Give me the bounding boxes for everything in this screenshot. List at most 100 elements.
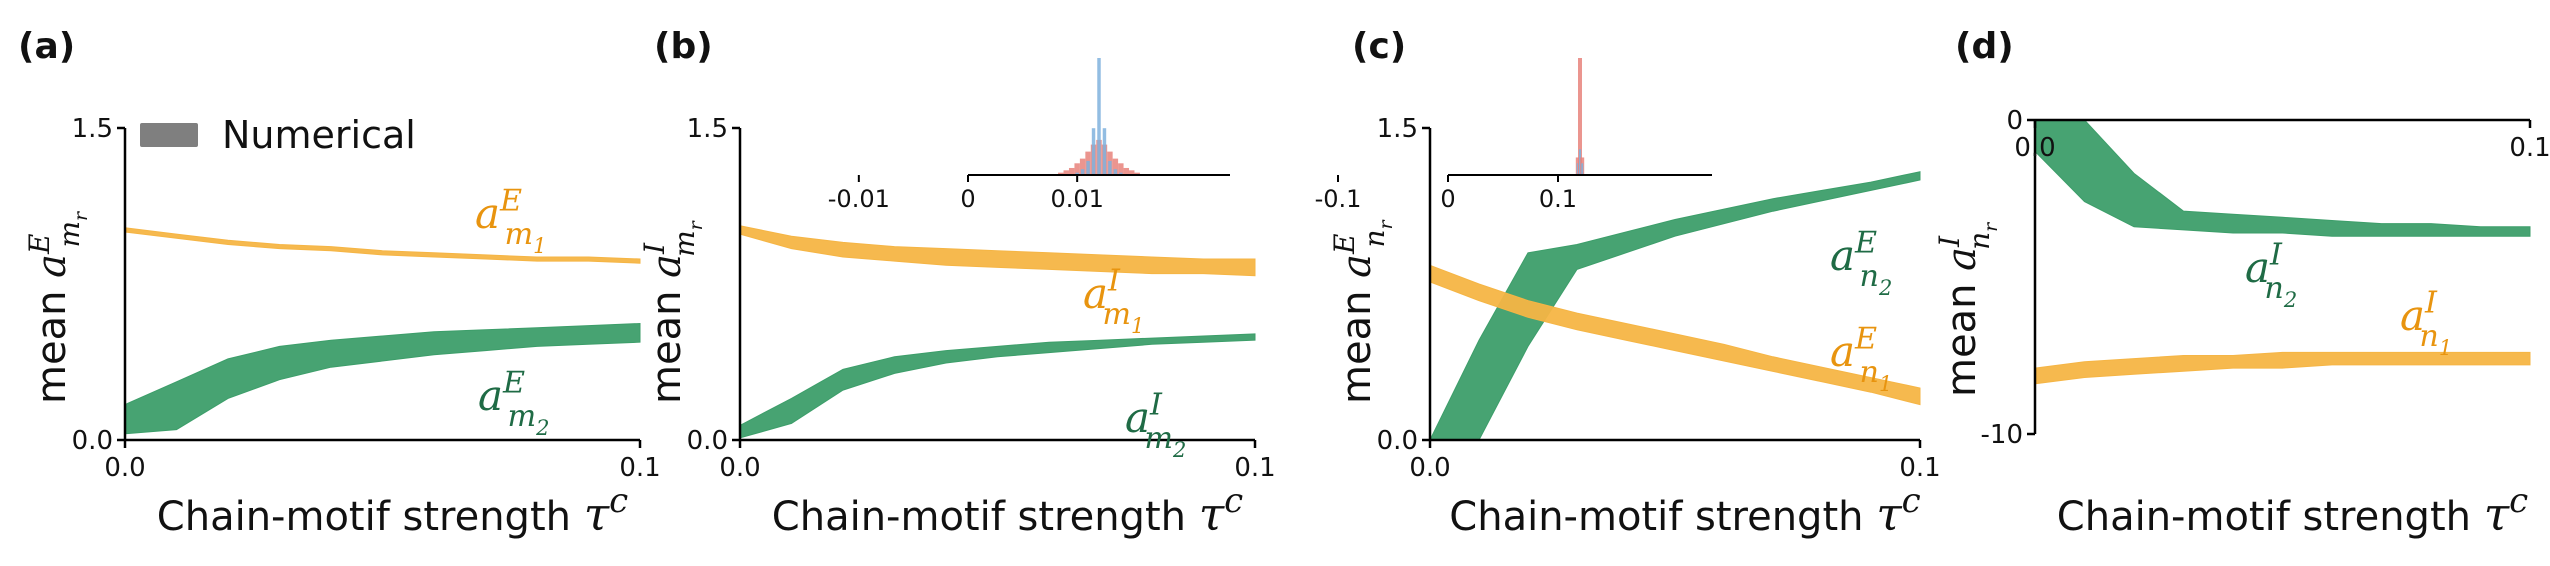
inset-bar-red <box>1118 163 1124 175</box>
y-axis-title-base: a <box>1334 254 1380 278</box>
y-axis-title: mean aInr <box>1933 221 2002 397</box>
annotation-a-n2-E-subsub: 2 <box>1878 276 1892 300</box>
annotation-a-m1-E: aE m1 <box>475 183 547 258</box>
band-a-n1-I <box>2034 351 2531 385</box>
x-axis-title-symbol: τ <box>584 487 611 541</box>
panel-d-label: (d) <box>1955 26 2014 67</box>
annotation-a-n2-I-subsub: 2 <box>2283 288 2297 312</box>
annotation-a-m2-I-sub: m <box>1144 421 1173 456</box>
inset-bar-blue <box>1576 163 1579 175</box>
y-axis-title-sub: n <box>1358 229 1391 247</box>
inset-bar-red <box>1112 158 1119 175</box>
annotation-a-m1-I-subsub: 1 <box>1131 314 1144 338</box>
y-axis-title-subsub: r <box>685 219 707 230</box>
x-axis-title-symbol: τ <box>1876 487 1903 541</box>
panel-b: (b) 0.0 0.1 0.0 1.5 Chain-motif strength τc m… <box>638 26 1276 541</box>
annotation-a-m2-E-subsub: 2 <box>535 416 549 440</box>
annotation-a-n1-E-subsub: 1 <box>1879 372 1892 396</box>
inset-x-tick-label: -0.1 <box>1315 185 1362 213</box>
inset-bar-red <box>1074 163 1080 175</box>
y-axis-title-sup: E <box>1328 234 1361 255</box>
annotation-a-n1-I: aI n1 <box>2400 285 2452 360</box>
annotation-a-n2-E: aE n2 <box>1830 225 1892 300</box>
annotation-a-m2-E-sup: E <box>502 365 525 400</box>
y-axis-title-sup: I <box>638 242 671 255</box>
y-axis-title-sup: I <box>1933 235 1966 248</box>
panel-c-label: (c) <box>1352 26 1406 67</box>
x-axis-title-symbol: τ <box>2484 487 2511 541</box>
inset-x-tick-label: 0 <box>1440 185 1455 213</box>
y-axis-title-prefix: mean <box>1939 271 1985 397</box>
y-axis-title-prefix: mean <box>644 278 690 404</box>
y-axis-title-sup: E <box>23 234 56 255</box>
annotation-a-n1-E: aE n1 <box>1830 321 1892 396</box>
band-a-m2-I <box>739 333 1256 439</box>
y-axis-title-sub: m <box>53 221 86 248</box>
annotation-a-m1-I-sub: m <box>1102 297 1131 332</box>
inset-bar-red <box>1123 167 1130 175</box>
annotation-a-n1-I-sub: n <box>2419 319 2438 354</box>
annotation-a-n1-E-base: a <box>1830 327 1855 376</box>
x-axis-title: Chain-motif strength τc <box>1449 481 1920 541</box>
panel-c-plot: 0.0 0.1 0.0 1.5 Chain-motif strength τc mean … <box>1328 114 1941 541</box>
inset-bar-red <box>1079 158 1086 175</box>
y-axis-title-base: a <box>1939 247 1985 271</box>
x-axis-title-sup: c <box>1902 481 1921 521</box>
x-axis-title-sup: c <box>1224 481 1243 521</box>
x-tick-label: 0.1 <box>1899 453 1940 483</box>
x-tick-label: 0.0 <box>719 453 760 483</box>
inset-bar-blue <box>1108 160 1112 175</box>
panel-b-inset: -0.01 0 0.01 <box>828 58 1230 213</box>
x-axis-title-text: Chain-motif strength <box>157 494 584 540</box>
annotation-a-n1-I-subsub: 1 <box>2439 336 2452 360</box>
inset-bar-blue <box>1102 128 1107 175</box>
y-tick-label: 1.5 <box>687 114 728 144</box>
inset-bar-red <box>1134 172 1140 175</box>
annotation-a-n2-I-sub: n <box>2264 271 2283 306</box>
panel-a-label: (a) <box>18 26 75 67</box>
inset-bar-red <box>1068 167 1075 175</box>
inset-x-tick-label: 0 <box>960 185 975 213</box>
y-tick-label: 0 <box>2006 106 2023 136</box>
inset-x-tick-label: -0.01 <box>828 185 890 213</box>
inset-x-tick-label: 0.1 <box>1539 185 1577 213</box>
inset-bar-blue <box>1091 128 1096 175</box>
y-tick-label: 0.0 <box>1377 426 1418 456</box>
inset-bar-red <box>1063 170 1069 175</box>
panel-b-label: (b) <box>654 26 713 67</box>
annotation-a-m2-I-subsub: 2 <box>1172 438 1186 462</box>
inset-bar-blue <box>1075 172 1079 175</box>
panel-d: (d) 0.0 0.1 0 -10 Chain-motif strength τc mea… <box>1933 26 2550 541</box>
annotation-a-m1-E-base: a <box>475 189 500 238</box>
y-axis-title-base: a <box>29 254 75 278</box>
y-axis-title: mean aEnr <box>1328 218 1397 404</box>
annotation-a-m2-E-base: a <box>478 371 503 420</box>
y-axis-title-subsub: r <box>70 210 92 221</box>
inset-x-tick-label: 0.01 <box>1050 185 1103 213</box>
legend-label: Numerical <box>222 113 416 157</box>
annotation-a-n2-E-base: a <box>1830 231 1855 280</box>
legend: Numerical <box>140 113 416 157</box>
inset-bar-blue <box>1086 160 1090 175</box>
band-a-m1-I <box>739 225 1256 277</box>
band-a-m1-E <box>124 227 641 264</box>
annotation-a-m1-I-sup: I <box>1107 263 1121 298</box>
y-axis-title: mean aImr <box>638 219 707 404</box>
inset-bar-red <box>1058 172 1064 175</box>
band-a-n2-I <box>2034 119 2531 237</box>
legend-swatch <box>140 123 198 147</box>
y-axis-title-sub: m <box>668 230 701 257</box>
panel-c-inset: -0.1 0 0.1 <box>1315 58 1712 213</box>
y-axis-title: mean aEmr <box>23 210 92 404</box>
inset-bar-blue <box>1097 58 1101 175</box>
panel-a: (a) 0.0 0.1 0.0 1.5 Chain-motif strength τc m… <box>18 26 661 541</box>
annotation-a-m2-E: aE m2 <box>478 365 550 440</box>
annotation-a-m2-I: aI m2 <box>1125 387 1186 462</box>
annotation-a-m1-E-subsub: 1 <box>533 234 546 258</box>
annotation-a-n2-E-sub: n <box>1859 259 1878 294</box>
annotation-a-n1-E-sup: E <box>1854 321 1877 356</box>
y-tick-label: 0.0 <box>72 426 113 456</box>
annotation-a-m2-E-sub: m <box>507 399 536 434</box>
annotation-a-n1-I-sup: I <box>2424 285 2438 320</box>
x-axis-title: Chain-motif strength τc <box>2057 481 2528 541</box>
